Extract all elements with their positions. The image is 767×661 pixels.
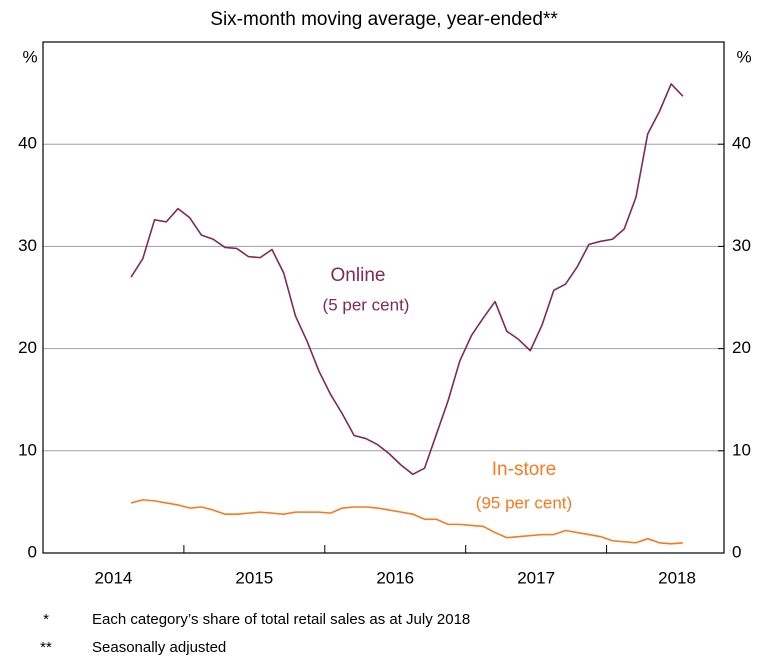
series-note: (5 per cent) <box>323 295 410 314</box>
y2-tick-label: 40 <box>732 134 751 153</box>
y2-tick-label: 0 <box>732 542 741 561</box>
y-tick-label: 10 <box>18 440 37 459</box>
y-tick-label: 0 <box>28 542 37 561</box>
y-tick-label: 20 <box>18 338 37 357</box>
x-tick-label: 2016 <box>376 568 414 587</box>
series-line <box>130 499 683 545</box>
x-tick-label: 2018 <box>658 568 696 587</box>
chart-title: Six-month moving average, year-ended** <box>210 9 558 30</box>
footnote-marker: ** <box>40 639 52 656</box>
footnote-text: Each category’s share of total retail sa… <box>92 611 470 628</box>
series-line <box>130 83 684 476</box>
series-note: (95 per cent) <box>476 493 572 512</box>
y2-unit: % <box>736 47 751 66</box>
y2-tick-label: 30 <box>732 236 751 255</box>
plot-frame <box>42 41 725 554</box>
series-label: In-store <box>492 459 556 480</box>
y-tick-label: 40 <box>18 134 37 153</box>
x-tick-label: 2017 <box>517 568 555 587</box>
y-tick-label: 30 <box>18 236 37 255</box>
footnote-text: Seasonally adjusted <box>92 639 226 656</box>
y-unit: % <box>22 47 37 66</box>
x-tick-label: 2015 <box>235 568 273 587</box>
footnote-marker: * <box>43 611 49 628</box>
series-label: Online <box>331 265 386 286</box>
y2-tick-label: 20 <box>732 338 751 357</box>
y2-tick-label: 10 <box>732 440 751 459</box>
x-tick-label: 2014 <box>95 568 133 587</box>
